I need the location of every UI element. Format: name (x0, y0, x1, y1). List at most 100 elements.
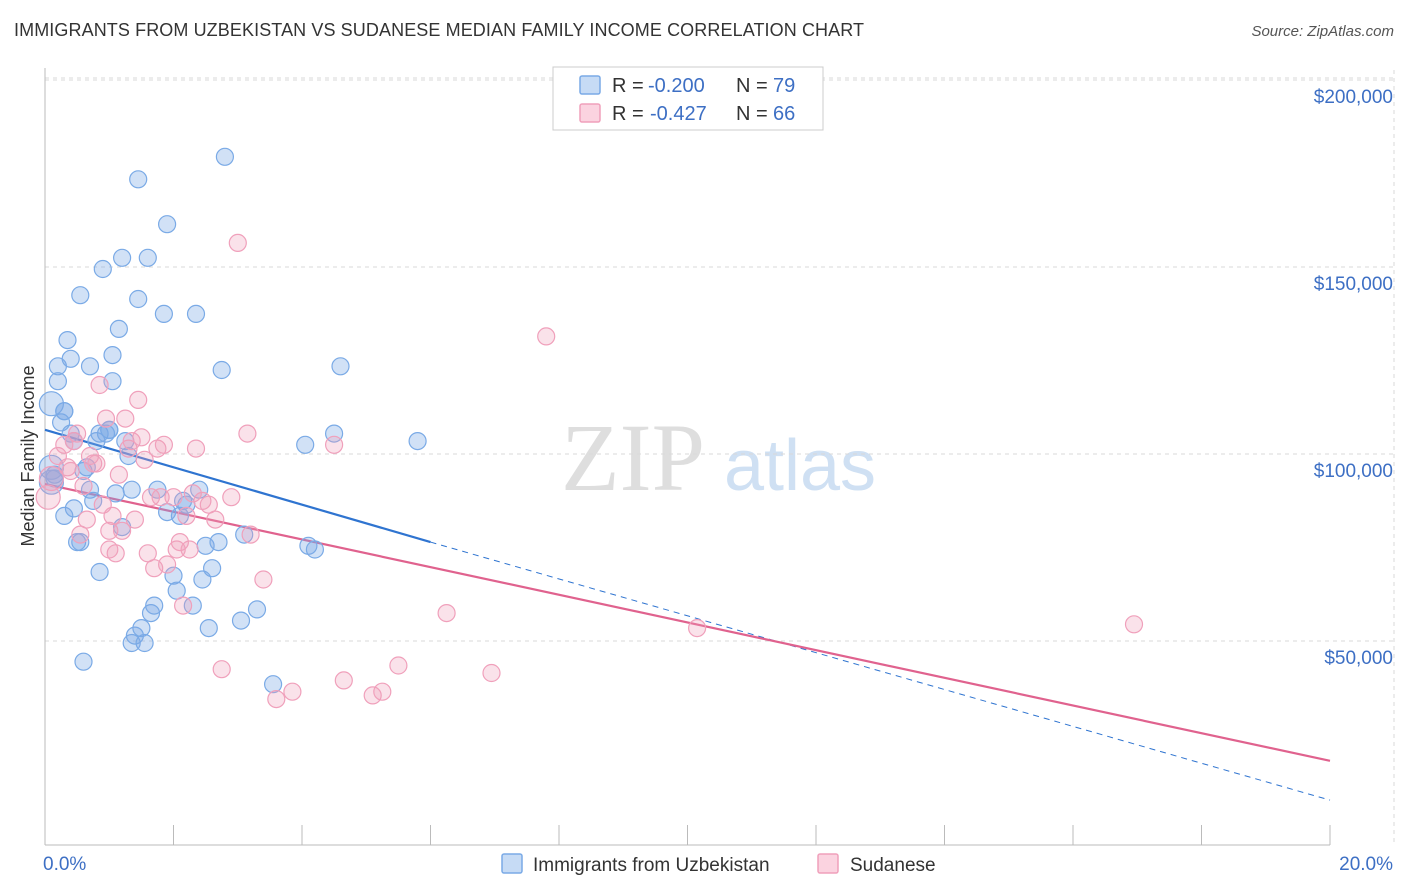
uzbekistan-point-28 (100, 420, 119, 439)
uzbekistan-point-17 (74, 652, 93, 671)
bottom-legend-swatch-uzbekistan (501, 853, 523, 874)
legend-r-value-1: -0.200 (648, 75, 705, 97)
uzbekistan-point-23 (90, 424, 109, 443)
uzbekistan-point-67 (264, 675, 283, 694)
sudanese-point-30 (141, 488, 161, 507)
watermark-zip: ZIP (561, 404, 705, 511)
sudanese-point-10 (77, 510, 96, 529)
uzbekistan-point-32 (109, 319, 129, 338)
sudanese-point-42 (183, 484, 202, 503)
uzbekistan-point-0 (38, 391, 65, 417)
uzbekistan-point-43 (138, 248, 157, 267)
chart-title: IMMIGRANTS FROM UZBEKISTAN VS SUDANESE M… (14, 20, 865, 40)
sudanese-point-3 (55, 435, 74, 454)
uzbekistan-point-55 (186, 304, 206, 323)
uzbekistan-point-65 (235, 525, 254, 544)
uzbekistan-point-39 (125, 626, 144, 645)
points-layer (35, 147, 1144, 709)
sudanese-point-17 (100, 521, 119, 540)
sudanese-point-54 (283, 682, 302, 701)
sudanese-point-36 (164, 488, 183, 507)
sudanese-point-40 (177, 506, 196, 526)
uzbekistan-point-40 (129, 170, 148, 189)
uzbekistan-point-25 (93, 259, 112, 279)
sudanese-point-33 (151, 488, 170, 507)
axes-layer: $200,000 $150,000 $100,000 $50,000 0.0% 20.0% (43, 68, 1393, 875)
sudanese-point-9 (74, 476, 93, 496)
legend-n-label-1: N = (736, 75, 768, 97)
uzbekistan-point-21 (84, 491, 103, 510)
uzbekistan-point-10 (61, 349, 80, 368)
uzbekistan-point-29 (103, 346, 122, 365)
uzbekistan-point-76 (135, 633, 154, 653)
sudanese-point-16 (96, 409, 116, 428)
legend-r-label-1: R = (612, 75, 644, 97)
chart-source: Source: ZipAtlas.com (1251, 23, 1394, 40)
uzbekistan-point-73 (408, 432, 427, 451)
sudanese-point-62 (537, 327, 556, 346)
sudanese-point-1 (38, 465, 65, 492)
sudanese-point-8 (71, 525, 90, 544)
sudanese-point-61 (482, 663, 501, 683)
sudanese-point-21 (112, 521, 132, 540)
y-tick-label-3: $50,000 (1324, 648, 1393, 669)
top-legend: R = -0.200 N = 79 R = -0.427 N = 66 (552, 66, 824, 131)
sudanese-point-48 (222, 488, 241, 507)
uzbekistan-point-4 (48, 372, 68, 391)
trend-line-sudanese (44, 483, 1331, 762)
sudanese-point-58 (373, 682, 392, 701)
legend-swatch-uzbekistan (579, 75, 601, 95)
uzbekistan-point-66 (247, 600, 267, 619)
uzbekistan-point-64 (231, 611, 251, 630)
sudanese-point-46 (206, 510, 225, 529)
legend-r-label-2: R = (612, 103, 644, 125)
sudanese-point-65 (100, 540, 119, 559)
uzbekistan-point-50 (164, 566, 183, 585)
uzbekistan-point-8 (55, 506, 74, 526)
bottom-legend: Immigrants from Uzbekistan Sudanese (501, 853, 936, 876)
uzbekistan-point-47 (154, 304, 173, 323)
sudanese-point-41 (180, 540, 199, 559)
legend-n-label-2: N = (736, 103, 768, 125)
sudanese-point-56 (334, 671, 353, 690)
sudanese-point-39 (174, 596, 193, 615)
sudanese-point-64 (1124, 615, 1144, 634)
x-tick-label-1: 20.0% (1339, 854, 1393, 875)
sudanese-point-49 (228, 233, 247, 252)
legend-r-value-2: -0.427 (650, 103, 707, 125)
uzbekistan-point-9 (58, 331, 77, 350)
bottom-legend-swatch-sudanese (817, 853, 839, 874)
sudanese-point-22 (116, 409, 135, 428)
uzbekistan-point-15 (71, 286, 90, 305)
uzbekistan-point-37 (122, 480, 141, 499)
sudanese-point-7 (67, 424, 87, 443)
watermark-atlas: atlas (724, 426, 876, 506)
bottom-legend-label-sudanese: Sudanese (850, 855, 936, 876)
uzbekistan-point-61 (209, 532, 228, 552)
sudanese-point-63 (687, 618, 707, 638)
sudanese-point-60 (437, 603, 456, 623)
sudanese-point-59 (389, 656, 408, 675)
sudanese-point-52 (254, 570, 273, 589)
uzbekistan-point-42 (132, 618, 151, 638)
sudanese-point-18 (103, 506, 122, 526)
trend-layer (44, 428, 1331, 801)
y-tick-label-1: $150,000 (1314, 274, 1393, 295)
x-tick-label-0: 0.0% (43, 854, 86, 875)
legend-n-value-2: 66 (773, 103, 795, 125)
legend-n-value-1: 79 (773, 75, 795, 97)
legend-swatch-sudanese (579, 103, 601, 123)
sudanese-point-26 (129, 390, 148, 409)
y-axis-label: Median Family Income (18, 365, 38, 546)
sudanese-point-25 (125, 510, 144, 529)
sudanese-point-14 (90, 375, 109, 395)
sudanese-point-34 (154, 435, 173, 454)
uzbekistan-point-7 (55, 402, 74, 421)
uzbekistan-point-68 (296, 435, 315, 454)
uzbekistan-point-60 (203, 559, 222, 578)
uzbekistan-point-41 (129, 289, 148, 309)
sudanese-point-45 (199, 495, 218, 514)
sudanese-point-50 (238, 424, 257, 443)
sudanese-point-38 (170, 532, 189, 552)
